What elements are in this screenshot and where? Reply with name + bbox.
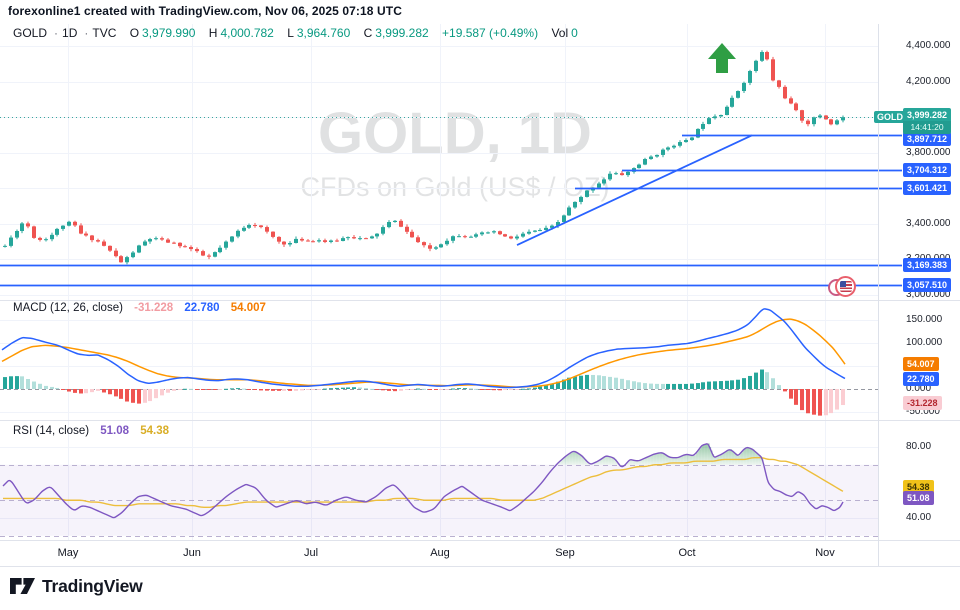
open-label: O (129, 26, 140, 40)
tradingview-logo-icon (10, 577, 35, 595)
price-scale-border (878, 24, 879, 566)
high-value: 4,000.782 (220, 26, 274, 40)
price-tick: 80.00 (906, 441, 932, 452)
legend-interval[interactable]: 1D (62, 26, 78, 40)
low-value: 3,964.760 (296, 26, 351, 40)
rsi-title[interactable]: RSI (14, close) (13, 425, 90, 437)
time-axis-label[interactable]: Oct (678, 547, 696, 559)
price-level-badge: 54.007 (903, 357, 939, 372)
open-value: 3,979.990 (142, 26, 196, 40)
price-tick: 4,200.000 (906, 75, 951, 87)
time-axis-label[interactable]: Jul (303, 547, 319, 559)
time-axis-border (0, 540, 960, 541)
volume-value: 0 (571, 26, 578, 40)
macd-hist-value: -31.228 (134, 302, 174, 314)
low-label: L (287, 26, 294, 40)
close-value: 3,999.282 (375, 26, 429, 40)
price-level-badge: 3,057.510 (903, 277, 952, 292)
legend-symbol[interactable]: GOLD (13, 26, 48, 40)
arrow-up-drawing[interactable] (707, 42, 737, 74)
last-price-badge: 3,999.282 14:41:20 (903, 108, 951, 134)
last-price-value: 3,999.282 (903, 108, 951, 121)
price-level-badge: 22.780 (903, 371, 939, 386)
time-axis-label[interactable]: Nov (815, 547, 835, 559)
footer-border (0, 566, 960, 567)
price-tick: 0.000 (906, 383, 932, 394)
rsi-ma-value: 54.38 (140, 425, 170, 437)
countdown-timer: 14:41:20 (903, 121, 951, 134)
price-tick: 100.000 (906, 337, 943, 348)
time-axis-label[interactable]: Sep (555, 547, 575, 559)
volume-label: Vol (551, 26, 569, 40)
time-axis-label[interactable]: Jun (183, 547, 201, 559)
price-tick: 40.00 (906, 512, 932, 523)
price-level-badge: 3,704.312 (903, 162, 952, 177)
macd-title[interactable]: MACD (12, 26, close) (13, 302, 123, 314)
legend-separator: · (84, 26, 89, 40)
price-level-badge: -31.228 (903, 396, 942, 411)
change-value: +19.587 (+0.49%) (442, 26, 539, 40)
tradingview-brand-text: TradingView (42, 575, 143, 596)
symbol-legend-row[interactable]: GOLD · 1D · TVC O 3,979.990 H 4,000.782 L 3,964… (13, 26, 581, 40)
rsi-indicator-header[interactable]: RSI (14, close) 51.08 54.38 (13, 425, 177, 437)
price-level-badge: 3,897.712 (903, 132, 952, 147)
price-tick: 150.000 (906, 314, 943, 325)
last-price-symbol-tag: GOLD (874, 111, 906, 123)
legend-exchange[interactable]: TVC (92, 26, 117, 40)
price-tick: 3,000.000 (906, 288, 951, 300)
time-axis-label[interactable]: Aug (430, 547, 450, 559)
high-label: H (208, 26, 218, 40)
price-level-badge: 51.08 (903, 491, 934, 506)
time-axis-label[interactable]: May (57, 547, 79, 559)
price-tick: 4,400.000 (906, 40, 951, 51)
macd-line-value: 22.780 (184, 302, 220, 314)
us-flag-icon (839, 281, 852, 292)
rsi-line-value: 51.08 (100, 425, 130, 437)
price-tick: -50.000 (906, 406, 940, 417)
price-tick: 3,800.000 (906, 146, 951, 158)
pane-divider[interactable] (0, 300, 960, 301)
price-level-badge: 3,601.421 (903, 180, 952, 195)
close-label: C (363, 26, 373, 40)
us-economic-event-flag-icon[interactable] (835, 276, 856, 297)
pane-divider[interactable] (0, 420, 960, 421)
price-level-badge: 54.38 (903, 480, 934, 495)
macd-indicator-header[interactable]: MACD (12, 26, close) -31.228 22.780 54.0… (13, 302, 274, 314)
price-tick: 3,400.000 (906, 217, 951, 229)
legend-separator: · (54, 26, 59, 40)
tradingview-logo[interactable]: TradingView (10, 575, 143, 597)
price-level-badge: 3,169.383 (903, 257, 952, 272)
macd-signal-value: 54.007 (230, 302, 266, 314)
